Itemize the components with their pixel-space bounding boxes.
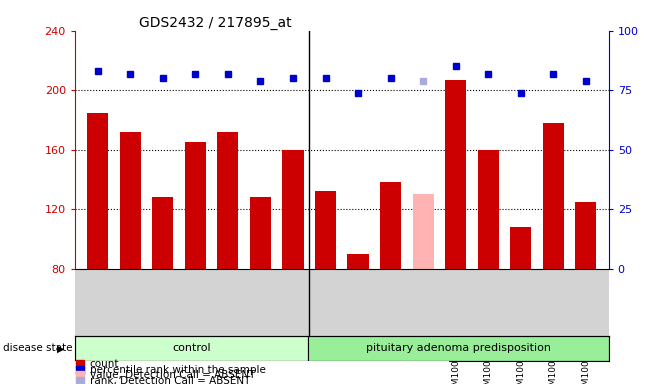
Bar (478, 150, 499, 269)
Bar (87, 113, 108, 269)
Bar (543, 123, 564, 269)
Bar (348, 254, 368, 269)
Bar (445, 80, 466, 269)
Bar (185, 142, 206, 269)
Bar (510, 227, 531, 269)
Text: rank, Detection Call = ABSENT: rank, Detection Call = ABSENT (90, 376, 250, 384)
Text: disease state: disease state (3, 343, 73, 354)
Bar (380, 182, 401, 269)
Text: control: control (173, 343, 211, 354)
Text: count: count (90, 359, 119, 369)
Text: pituitary adenoma predisposition: pituitary adenoma predisposition (366, 343, 551, 354)
Bar (575, 202, 596, 269)
Bar (120, 132, 141, 269)
Text: GDS2432 / 217895_at: GDS2432 / 217895_at (139, 16, 292, 30)
Bar (75, 336, 309, 361)
Bar (152, 197, 173, 269)
Text: value, Detection Call = ABSENT: value, Detection Call = ABSENT (90, 370, 255, 381)
Bar (413, 194, 434, 269)
Bar (283, 150, 303, 269)
Bar (315, 191, 336, 269)
Bar (309, 336, 609, 361)
Text: percentile rank within the sample: percentile rank within the sample (90, 364, 266, 375)
Bar (250, 197, 271, 269)
Bar (217, 132, 238, 269)
Text: ▶: ▶ (57, 343, 64, 354)
